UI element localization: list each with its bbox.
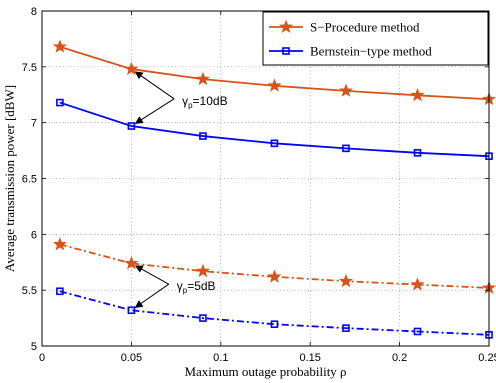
annotation-subscript: p [183,286,188,295]
series [52,39,496,106]
x-axis-title: Maximum outage probability ρ [184,364,346,379]
y-tick-label: 7 [31,118,37,130]
grid [42,11,489,346]
annotation-value: =10dB [193,94,228,108]
ticks: 0 0.05 0.1 0.15 0.2 0.25 5 5.5 6 6.5 7 7.5 8 [22,6,496,364]
annotation-value: =5dB [187,279,215,293]
y-tick-label: 6.5 [22,174,37,186]
square-marker [413,149,422,157]
annotation-symbol: γ [177,279,183,293]
legend-label: Bernstein−type method [310,44,432,59]
square-marker [413,327,422,336]
series [56,98,493,160]
y-axis-title: Average transmission power [dBW] [2,85,17,272]
star-marker [195,263,210,278]
square-marker [342,144,350,153]
square-marker [127,122,136,130]
legend: S−Procedure method Bernstein−type method [262,11,489,66]
annotation-arrow [134,98,175,124]
star-marker [267,78,282,92]
star-marker [52,39,67,53]
annotation-arrow [134,283,170,308]
x-tick-label: 0.25 [478,352,496,364]
series-line [59,101,490,158]
y-tick-label: 8 [31,6,37,18]
legend-box [262,11,489,66]
y-tick-label: 7.5 [22,62,37,74]
annotation-subscript: p [188,101,193,110]
y-tick-label: 5 [31,341,37,353]
square-marker [199,314,207,322]
legend-entry: Bernstein−type method [269,44,432,59]
square-marker [282,47,290,55]
annotation-arrow [134,71,175,100]
square-marker [342,324,350,332]
star-marker [267,269,282,283]
star-marker [410,87,425,102]
x-tick-label: 0 [39,352,45,364]
star-marker [124,256,139,270]
annotation-arrow [134,265,169,285]
gamma-annotation: γp=5dB [134,265,216,308]
series-line [59,290,490,336]
annotation-label: γp=5dB [177,279,216,295]
square-marker [270,320,279,329]
star-marker [195,71,210,86]
series-line [59,243,490,289]
square-marker [270,139,279,148]
star-marker [279,19,293,33]
y-tick-label: 6 [31,229,37,241]
series [56,287,493,339]
square-marker [56,98,64,107]
star-marker [338,83,353,97]
gamma-annotation: γp=10dB [134,71,228,124]
series-group [52,39,496,339]
legend-label: S−Procedure method [310,20,420,35]
annotation-label: γp=10dB [182,94,228,110]
x-tick-label: 0.15 [299,352,320,364]
annotation-symbol: γ [182,94,188,108]
square-marker [56,287,64,296]
square-marker [127,306,136,315]
square-marker [199,132,207,140]
star-marker [338,273,353,288]
y-tick-label: 5.5 [22,285,37,297]
x-tick-label: 0.05 [121,352,142,364]
star-marker [410,277,425,291]
x-tick-label: 0.1 [213,352,228,364]
x-tick-label: 0.2 [392,352,407,364]
star-marker [52,237,67,251]
star-marker [124,61,139,76]
series [52,237,496,294]
legend-entry: S−Procedure method [269,20,420,35]
